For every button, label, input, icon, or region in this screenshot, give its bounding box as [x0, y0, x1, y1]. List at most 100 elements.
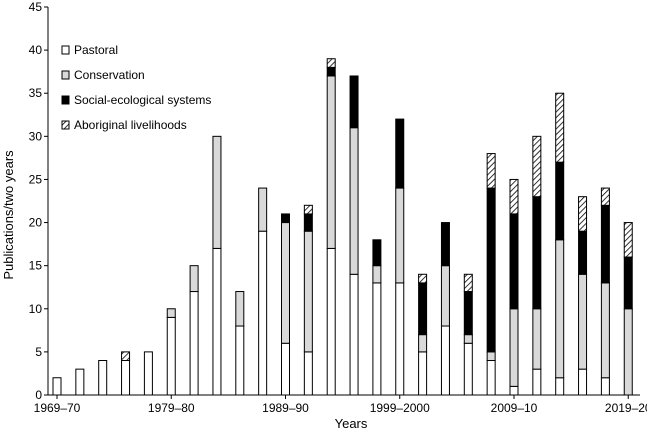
y-tick-label: 45: [29, 0, 43, 14]
bar-segment-conservation: [555, 239, 565, 379]
bar-segment-social-ecological-systems: [600, 204, 610, 284]
y-tick-label: 15: [29, 259, 43, 273]
bar-segment-aboriginal-livelihoods: [486, 153, 496, 189]
y-tick-label: 5: [35, 345, 42, 359]
bar-segment-social-ecological-systems: [281, 213, 290, 224]
bar-segment-pastoral: [166, 316, 176, 396]
x-tick-label: 2009–10: [491, 401, 538, 415]
bar-segment-social-ecological-systems: [372, 239, 382, 267]
x-tick-label: 1969–70: [34, 401, 81, 415]
bar-segment-conservation: [372, 265, 382, 284]
bar-segment-social-ecological-systems: [623, 256, 633, 310]
bar-segment-pastoral: [326, 247, 336, 396]
x-axis-title: Years: [335, 416, 368, 431]
bar-segment-conservation: [349, 127, 359, 275]
bar-segment-pastoral: [75, 368, 85, 396]
bar-segment-conservation: [509, 308, 519, 387]
bar-segment-pastoral: [212, 247, 222, 396]
y-tick-label: 25: [29, 172, 43, 186]
bar-segment-aboriginal-livelihoods: [121, 351, 131, 362]
bar-segment-pastoral: [532, 368, 542, 396]
bar-segment-conservation: [189, 265, 199, 293]
bar-segment-social-ecological-systems: [555, 161, 565, 241]
bar-segment-pastoral: [555, 377, 565, 396]
bar-segment-conservation: [235, 291, 245, 327]
y-tick-label: 0: [35, 388, 42, 402]
bar-segment-conservation: [166, 308, 176, 318]
bar-segment-social-ecological-systems: [486, 187, 496, 353]
legend-swatch-aboriginal-livelihoods: [61, 120, 70, 130]
bar-segment-aboriginal-livelihoods: [303, 204, 313, 215]
bar-segment-conservation: [212, 135, 222, 249]
bar-segment-aboriginal-livelihoods: [326, 58, 336, 68]
bar-segment-pastoral: [349, 273, 359, 396]
legend-swatch-conservation: [61, 70, 70, 80]
bar-segment-aboriginal-livelihoods: [463, 273, 473, 293]
bar-segment-pastoral: [303, 351, 313, 396]
bar-segment-conservation: [418, 334, 428, 353]
bar-segment-social-ecological-systems: [578, 230, 588, 275]
bar-segment-aboriginal-livelihoods: [418, 273, 428, 284]
bar-segment-pastoral: [578, 368, 588, 396]
bar-segment-social-ecological-systems: [395, 118, 405, 189]
bar-segment-aboriginal-livelihoods: [578, 196, 588, 232]
y-tick-label: 40: [29, 43, 43, 57]
bar-segment-pastoral: [235, 325, 245, 396]
bar-segment-conservation: [326, 75, 336, 249]
bar-segment-social-ecological-systems: [418, 282, 428, 336]
bar-segment-social-ecological-systems: [326, 66, 336, 77]
y-tick-label: 20: [29, 216, 43, 230]
bar-segment-conservation: [440, 265, 450, 327]
bar-segment-pastoral: [440, 325, 450, 396]
bar-segment-pastoral: [121, 360, 131, 396]
bar-segment-aboriginal-livelihoods: [600, 187, 610, 206]
bar-segment-aboriginal-livelihoods: [532, 135, 542, 198]
bar-segment-conservation: [395, 187, 405, 284]
bar-segment-pastoral: [98, 360, 108, 396]
legend-label: Conservation: [74, 68, 145, 82]
axes: 0 5 10 15 20 25 30 35 40 45 1969–70 1979–80 1989–90 1…: [29, 0, 647, 415]
bar-segment-aboriginal-livelihoods: [509, 178, 519, 215]
bar-segment-pastoral: [418, 351, 428, 396]
bar-segment-pastoral: [143, 351, 153, 396]
bar-segment-conservation: [486, 351, 496, 362]
y-tick-label: 30: [29, 129, 43, 143]
bar-segment-pastoral: [258, 230, 268, 396]
bar-segment-social-ecological-systems: [463, 291, 473, 336]
bar-segment-pastoral: [52, 377, 62, 396]
bar-segment-pastoral: [509, 385, 519, 396]
bar-segment-pastoral: [463, 342, 473, 396]
bar-segment-conservation: [463, 334, 473, 344]
legend-label: Aboriginal livelihoods: [74, 118, 187, 132]
bar-segment-aboriginal-livelihoods: [555, 92, 565, 163]
bar-segment-social-ecological-systems: [532, 196, 542, 310]
x-tick-label: 1989–90: [262, 401, 309, 415]
bar-segment-pastoral: [600, 377, 610, 396]
bar-segment-conservation: [258, 187, 268, 232]
legend-swatch-pastoral: [61, 45, 70, 55]
x-tick-label: 1999–2000: [370, 401, 430, 415]
bar-segment-aboriginal-livelihoods: [623, 222, 633, 258]
bar-segment-conservation: [281, 222, 290, 344]
bars: [52, 58, 633, 396]
bar-segment-pastoral: [281, 342, 290, 396]
x-tick-label: 1979–80: [148, 401, 195, 415]
bar-segment-social-ecological-systems: [440, 222, 450, 267]
bar-segment-conservation: [303, 230, 313, 353]
bar-segment-social-ecological-systems: [349, 75, 359, 129]
bar-segment-social-ecological-systems: [509, 213, 519, 310]
bar-segment-conservation: [600, 282, 610, 379]
bar-segment-conservation: [532, 308, 542, 370]
legend-label: Pastoral: [74, 43, 118, 57]
y-tick-label: 10: [29, 302, 43, 316]
x-tick-label: 2019–20: [605, 401, 647, 415]
bar-segment-pastoral: [372, 282, 382, 396]
bar-segment-pastoral: [486, 360, 496, 396]
y-axis-title: Publications/two years: [1, 150, 16, 280]
bar-segment-pastoral: [395, 282, 405, 396]
bar-segment-conservation: [623, 308, 633, 396]
y-tick-label: 35: [29, 86, 43, 100]
bar-segment-pastoral: [189, 291, 199, 396]
legend-swatch-social-ecological-systems: [61, 95, 70, 105]
